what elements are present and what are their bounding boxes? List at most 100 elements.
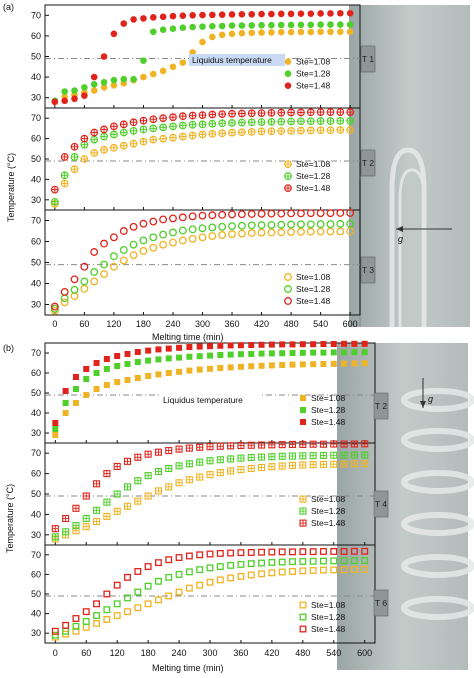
data-point xyxy=(154,559,162,567)
data-point xyxy=(165,556,173,564)
liquidus-label-text-a: Liquidus temperature xyxy=(192,55,272,65)
data-point xyxy=(139,116,148,125)
data-point xyxy=(123,483,132,491)
y-axis-label-b: Temperature (°C) xyxy=(5,484,15,553)
data-point xyxy=(165,446,173,455)
chart-panel-5: 30 40 50 60 70 Ste=1.08 Ste=1.28 Ste=1.48 T 4 xyxy=(31,440,389,546)
data-point xyxy=(206,564,214,572)
data-point xyxy=(185,568,193,576)
data-point xyxy=(218,31,226,39)
data-point xyxy=(206,471,214,479)
y-tick-label: 70 xyxy=(31,10,41,20)
data-point xyxy=(297,117,305,126)
data-point xyxy=(206,443,214,451)
data-point xyxy=(279,362,286,368)
data-point xyxy=(82,523,90,531)
data-point xyxy=(306,126,315,135)
x-tick-label: 180 xyxy=(136,319,151,329)
x-axis-label-a: Melting time (min) xyxy=(152,332,224,342)
data-point xyxy=(351,349,358,356)
charts-layer: 30 40 50 60 70 Ste=1.08 Ste=1.28 Ste=1.48 T 1 30 4… xyxy=(31,4,389,658)
thermocouple-label: T 3 xyxy=(362,265,374,275)
data-point xyxy=(139,137,148,146)
data-point xyxy=(288,461,297,469)
y-tick-label: 60 xyxy=(31,368,41,378)
data-point xyxy=(237,560,245,568)
data-point xyxy=(218,129,227,138)
x-tick-label: 480 xyxy=(295,648,310,658)
legend-swatch xyxy=(299,507,307,515)
data-point xyxy=(178,236,187,245)
y-tick-label: 30 xyxy=(31,93,41,103)
data-point xyxy=(258,341,265,348)
data-point xyxy=(206,578,214,586)
data-point xyxy=(330,557,338,565)
data-point xyxy=(134,477,142,485)
data-point xyxy=(227,549,235,557)
data-point xyxy=(207,343,213,350)
data-point xyxy=(169,122,177,131)
data-point xyxy=(113,581,121,589)
data-point xyxy=(316,117,325,125)
data-point xyxy=(90,81,98,88)
data-point xyxy=(60,298,69,307)
data-point xyxy=(361,440,369,448)
data-point xyxy=(296,209,305,218)
thermocouple-label: T 1 xyxy=(362,54,374,64)
data-point xyxy=(216,549,224,557)
data-point xyxy=(93,612,101,620)
data-point xyxy=(237,351,244,358)
data-point xyxy=(175,479,183,487)
data-point xyxy=(188,131,197,140)
data-point xyxy=(361,565,369,573)
data-point xyxy=(237,109,246,118)
legend: Ste=1.08 Ste=1.28 Ste=1.48 xyxy=(299,600,346,634)
legend-swatch xyxy=(299,613,307,621)
data-point xyxy=(350,460,358,468)
data-point xyxy=(188,111,197,120)
data-point xyxy=(134,359,141,365)
data-point xyxy=(149,233,158,242)
data-point xyxy=(277,209,286,218)
data-point xyxy=(340,440,348,448)
data-point xyxy=(299,461,307,469)
data-point xyxy=(327,28,334,36)
data-point xyxy=(317,10,324,17)
data-point xyxy=(258,29,265,36)
data-point xyxy=(316,220,325,229)
data-point xyxy=(279,350,286,357)
data-point xyxy=(330,451,338,459)
x-tick-label: 60 xyxy=(81,648,91,658)
y-tick-label: 60 xyxy=(31,237,41,247)
data-point xyxy=(237,441,245,449)
data-point xyxy=(144,472,152,480)
data-point xyxy=(227,351,234,358)
data-point xyxy=(227,342,234,349)
data-point xyxy=(169,214,177,223)
data-point xyxy=(109,252,118,261)
data-point xyxy=(218,110,227,119)
data-point xyxy=(207,365,213,372)
data-point xyxy=(196,473,204,481)
data-point xyxy=(279,341,286,348)
data-point xyxy=(268,569,276,577)
chart-panel-6: 30 40 50 60 70 0 60 120 180 240 300 360 420 480 540 600… xyxy=(31,544,389,658)
data-point xyxy=(307,10,315,17)
data-point xyxy=(159,114,168,123)
data-point xyxy=(317,28,324,36)
data-point xyxy=(268,558,276,566)
data-point xyxy=(80,155,89,163)
data-point xyxy=(247,548,255,556)
data-point xyxy=(247,210,256,218)
x-tick-label: 420 xyxy=(254,319,269,329)
data-point xyxy=(169,228,177,237)
data-point xyxy=(319,566,327,574)
data-point xyxy=(248,22,256,29)
data-point xyxy=(159,13,167,21)
data-point xyxy=(336,116,345,125)
data-point xyxy=(130,16,137,23)
data-point xyxy=(336,208,345,217)
data-point xyxy=(110,76,118,84)
y-tick-label: 50 xyxy=(31,589,41,599)
thermocouple-tag xyxy=(373,589,389,617)
